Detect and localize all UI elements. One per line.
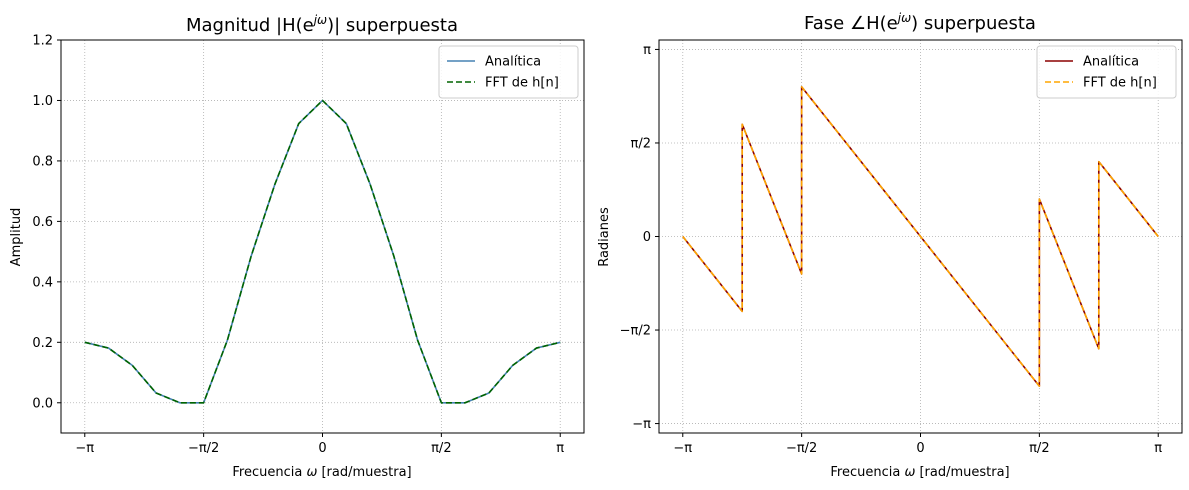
phase-chart: Fase ∠H(ejω) superpuesta −π −π/2 0 π/2 π−π−π…	[597, 11, 1183, 480]
y-tick-label: 0.0	[32, 396, 53, 411]
x-tick-label: 0	[318, 441, 326, 456]
x-tick-label: 0	[916, 441, 924, 456]
y-tick-label: 1.0	[32, 94, 53, 109]
y-tick-label: 0.8	[32, 154, 53, 169]
y-tick-label: 1.2	[32, 34, 53, 49]
legend-label: Analítica	[485, 55, 541, 70]
x-tick-label: −π	[673, 441, 692, 456]
legend-label: FFT de h[n]	[485, 76, 559, 91]
legend-label: Analítica	[1083, 55, 1139, 70]
y-tick-label: π/2	[631, 136, 651, 151]
x-tick-label: π	[556, 441, 564, 456]
legend-box	[1036, 45, 1177, 99]
legend: Analítica FFT de h[n]	[1036, 45, 1177, 99]
legend-box	[438, 45, 579, 99]
chart-title: Magnitud |H(ejω)| superpuesta	[186, 13, 458, 36]
magnitude-chart: Magnitud |H(ejω)| superpuesta −π −π/2 0 π/2…	[9, 13, 585, 480]
legend: Analítica FFT de h[n]	[438, 45, 579, 99]
x-tick-label: −π	[75, 441, 94, 456]
x-tick-label: −π/2	[786, 441, 817, 456]
y-tick-label: 0.2	[32, 336, 53, 351]
plot-area: −π −π/2 0 π/2 π −π −π/2 0 π/2 π Analítica FFT de h[…	[620, 39, 1183, 456]
series-line-1	[682, 86, 1159, 387]
y-axis-label: Amplitud	[9, 208, 24, 267]
x-axis-label: Frecuencia ω [rad/muestra]	[830, 465, 1009, 480]
x-tick-label: π/2	[1029, 441, 1049, 456]
chart-title: Fase ∠H(ejω) superpuesta	[804, 11, 1036, 34]
y-tick-label: 0.6	[32, 215, 53, 230]
x-tick-label: π/2	[431, 441, 451, 456]
y-tick-label: 0	[643, 230, 651, 245]
y-tick-label: −π	[632, 417, 651, 432]
x-tick-label: π	[1154, 441, 1162, 456]
x-tick-label: −π/2	[188, 441, 219, 456]
plot-area: −π −π/2 0 π/2 π 0.0 0.2 0.4 0.6 0.8 1.0 1.2 Analític…	[32, 34, 585, 456]
legend-label: FFT de h[n]	[1083, 76, 1157, 91]
y-axis-label: Radianes	[597, 207, 612, 267]
series-line-1	[84, 99, 561, 404]
y-tick-label: 0.4	[32, 275, 53, 290]
x-axis-label: Frecuencia ω [rad/muestra]	[232, 465, 411, 480]
y-tick-label: −π/2	[620, 324, 651, 339]
y-tick-label: π	[643, 43, 651, 58]
